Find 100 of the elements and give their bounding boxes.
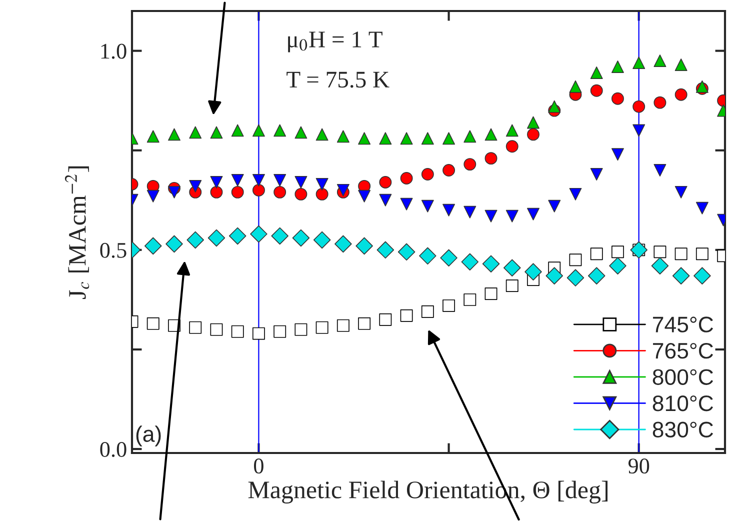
- point: [464, 206, 476, 218]
- point: [210, 186, 223, 198]
- point: [146, 190, 160, 202]
- point: [569, 80, 582, 93]
- annotation: (a): [136, 426, 161, 446]
- point: [696, 202, 708, 214]
- point: [274, 325, 286, 338]
- point: [313, 231, 331, 249]
- legend-label: 765°C: [653, 342, 714, 359]
- point: [461, 253, 479, 270]
- point: [274, 186, 286, 198]
- point: [506, 140, 518, 153]
- point: [336, 319, 350, 332]
- point: [524, 263, 542, 280]
- point: [482, 255, 500, 272]
- point: [503, 259, 521, 276]
- point: [358, 132, 371, 145]
- point: [252, 327, 265, 340]
- point: [334, 235, 352, 253]
- point: [189, 321, 202, 334]
- point: [358, 190, 371, 202]
- point: [527, 208, 540, 220]
- legend-label: 810°C: [652, 395, 714, 412]
- point: [672, 267, 690, 284]
- point: [400, 172, 413, 184]
- point: [168, 186, 180, 198]
- point: [566, 269, 584, 286]
- point: [569, 188, 582, 200]
- point: [146, 317, 160, 330]
- point: [569, 254, 582, 266]
- point: [316, 178, 328, 190]
- point: [440, 249, 458, 267]
- point: [674, 248, 688, 260]
- point: [421, 305, 434, 318]
- point: [379, 176, 392, 188]
- point: [210, 176, 223, 188]
- y-tick-label: 1.0: [101, 44, 126, 59]
- point: [654, 164, 666, 177]
- point: [611, 92, 624, 105]
- legend-label: 745°C: [653, 316, 714, 332]
- annotation: μ$_{0}$H = 1 T: [288, 32, 382, 52]
- point: [271, 227, 288, 245]
- point: [611, 60, 624, 73]
- point: [442, 164, 456, 177]
- point: [674, 186, 688, 198]
- point: [252, 174, 265, 186]
- point: [419, 247, 436, 265]
- point: [316, 128, 328, 141]
- annotation: T = 75.5 K: [286, 72, 390, 88]
- point: [506, 280, 518, 292]
- point: [210, 323, 223, 336]
- point: [611, 148, 624, 161]
- point: [231, 124, 244, 137]
- point: [527, 116, 540, 129]
- y-tick-label: 0.0: [100, 442, 126, 458]
- point: [250, 225, 268, 243]
- point: [189, 180, 202, 192]
- point: [294, 176, 308, 188]
- point: [358, 317, 371, 330]
- point: [442, 299, 456, 312]
- x-tick-label: 90: [628, 458, 650, 474]
- point: [590, 168, 603, 180]
- point: [442, 132, 456, 145]
- point: [654, 96, 666, 109]
- point: [166, 235, 183, 253]
- point: [590, 84, 603, 97]
- point: [228, 227, 246, 245]
- point: [654, 54, 666, 68]
- point: [400, 309, 413, 322]
- point: [484, 152, 498, 165]
- point: [609, 257, 626, 274]
- point: [379, 194, 392, 206]
- point: [294, 323, 308, 336]
- point: [442, 204, 456, 216]
- point: [189, 126, 202, 139]
- point: [398, 243, 416, 261]
- point: [294, 188, 308, 200]
- point: [527, 128, 540, 141]
- y-axis-title: J$_{c}$ [MAcm$^{−2}$]: [64, 166, 90, 299]
- point: [231, 174, 244, 186]
- point: [274, 124, 286, 137]
- point: [546, 267, 563, 284]
- point: [274, 174, 286, 186]
- point: [484, 128, 498, 141]
- point: [252, 124, 265, 137]
- point: [484, 210, 498, 222]
- point: [548, 200, 561, 212]
- point: [421, 168, 434, 180]
- point: [632, 56, 646, 69]
- point: [654, 246, 666, 258]
- point: [484, 287, 498, 300]
- point: [674, 88, 688, 101]
- point: [400, 198, 413, 210]
- point: [464, 293, 476, 306]
- point: [651, 257, 669, 274]
- point: [421, 200, 434, 212]
- point: [316, 321, 328, 334]
- point: [590, 66, 603, 79]
- y-tick-label: 0.5: [100, 242, 126, 258]
- point: [252, 184, 265, 196]
